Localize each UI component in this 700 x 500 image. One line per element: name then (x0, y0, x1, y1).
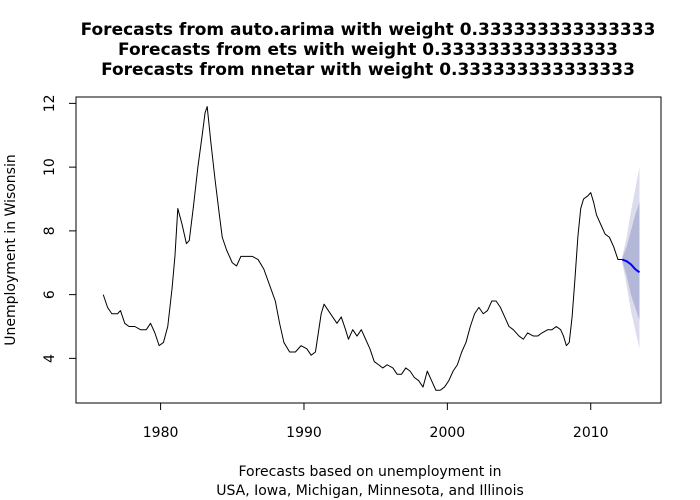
x-axis-label-line-1: Forecasts based on unemployment in (238, 464, 501, 480)
chart-title-line-1: Forecasts from auto.arima with weight 0.… (81, 20, 656, 40)
y-tick-label: 12 (42, 94, 58, 112)
y-tick-label: 8 (42, 226, 58, 235)
x-axis: 1980 1990 2000 2010 (143, 402, 609, 441)
chart-title-line-3: Forecasts from nnetar with weight 0.3333… (101, 60, 635, 80)
series-line-forecast (621, 258, 641, 274)
chart-title-line-2: Forecasts from ets with weight 0.3333333… (118, 40, 618, 60)
plot-frame (75, 96, 662, 404)
series-line-history (102, 106, 623, 391)
chart-title: Forecasts from auto.arima with weight 0.… (81, 20, 656, 80)
x-tick-label: 1990 (286, 425, 322, 441)
y-tick-label: 10 (42, 158, 58, 176)
y-axis-label: Unemployment in Wisonsin (3, 154, 19, 346)
y-tick-label: 6 (42, 290, 58, 299)
x-axis-label-line-2: USA, Iowa, Michigan, Minnesota, and Illi… (216, 483, 524, 499)
x-tick-label: 1980 (143, 425, 179, 441)
x-tick-label: 2010 (573, 425, 609, 441)
series-lines (102, 106, 641, 391)
y-axis: 4 6 8 10 12 (42, 94, 77, 363)
forecast-interval-bands (622, 167, 640, 349)
y-tick-label: 4 (42, 354, 58, 363)
prediction-band-inner (622, 202, 640, 321)
x-tick-label: 2000 (430, 425, 466, 441)
